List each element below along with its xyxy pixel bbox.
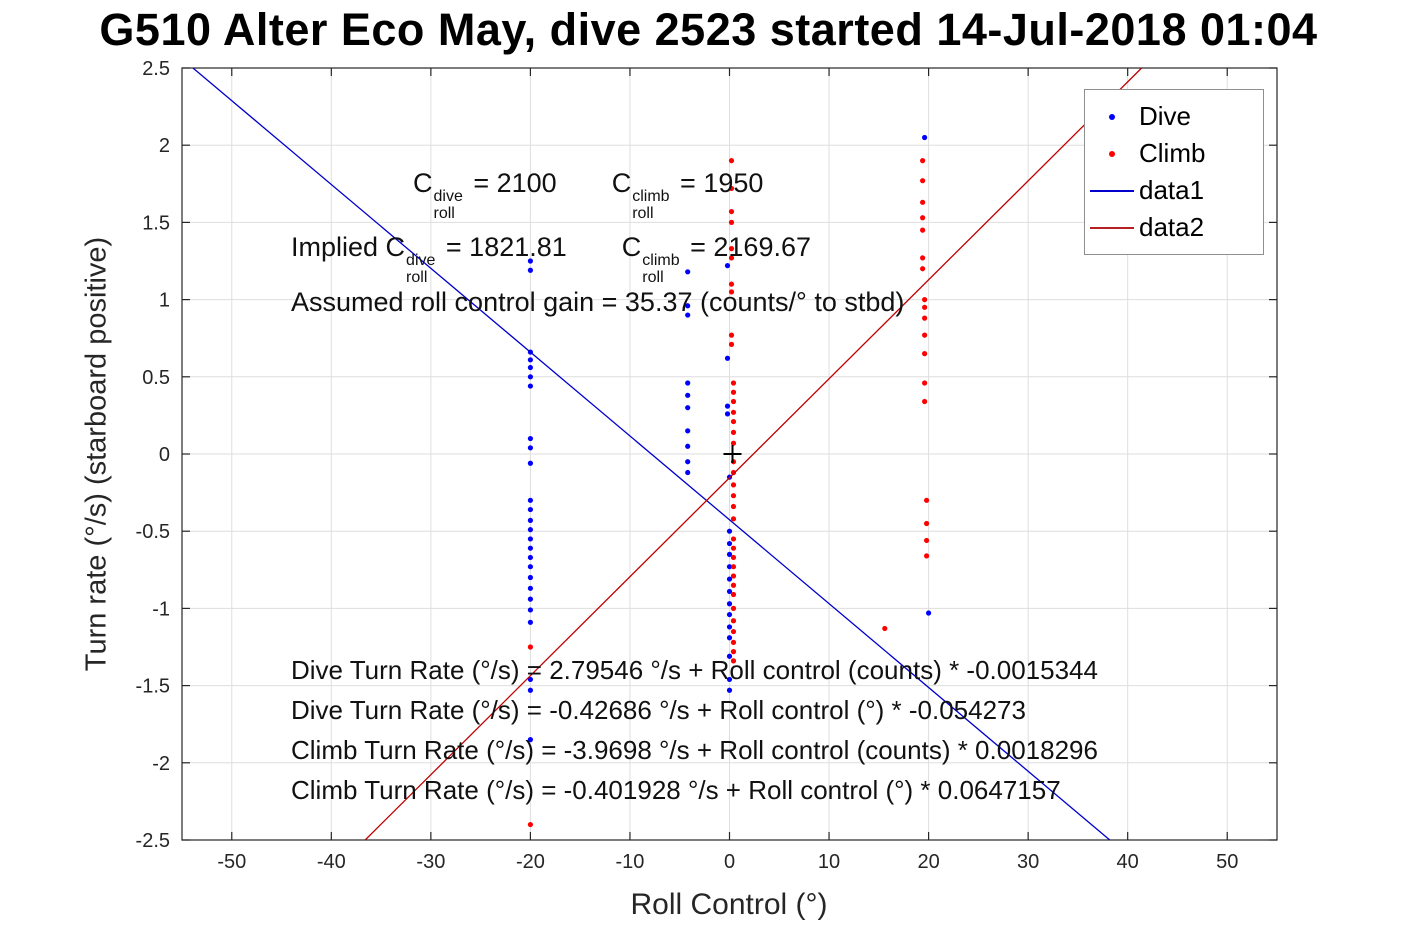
data2-marker-cell	[1085, 226, 1139, 229]
x-axis-label: Roll Control (°)	[630, 888, 828, 921]
c-dive-value: = 2100	[465, 168, 557, 198]
plot-title: G510 Alter Eco May, dive 2523 started 14…	[99, 4, 1318, 55]
svg-text:30: 30	[1017, 851, 1039, 873]
fit-line-data1	[192, 67, 1111, 841]
legend-row-data2: data2	[1085, 209, 1263, 246]
svg-text:0.5: 0.5	[142, 367, 170, 389]
svg-text:1: 1	[159, 290, 170, 312]
legend[interactable]: Dive Climb data1 data2	[1084, 89, 1264, 255]
svg-text:20: 20	[917, 851, 939, 873]
c-symbol: C	[611, 168, 632, 198]
svg-text:-1.5: -1.5	[136, 676, 170, 698]
legend-label-dive: Dive	[1139, 101, 1192, 131]
svg-text:-0.5: -0.5	[136, 521, 170, 543]
tick-marks	[182, 67, 1277, 841]
climb-points	[527, 158, 930, 828]
svg-text:0: 0	[724, 851, 735, 873]
implied-climb-scripts: climb roll	[642, 251, 680, 287]
origin-plus-marker	[723, 445, 742, 463]
svg-text:-30: -30	[416, 851, 445, 873]
legend-row-climb: Climb	[1085, 135, 1263, 172]
legend-row-dive: Dive	[1085, 98, 1263, 135]
svg-text:1.5: 1.5	[142, 212, 170, 234]
svg-text:2: 2	[159, 135, 170, 157]
fit-equation-dive-degrees: Dive Turn Rate (°/s) = -0.42686 °/s + Ro…	[291, 695, 1026, 725]
climb-marker-cell	[1085, 150, 1139, 157]
sub-roll: roll	[433, 204, 455, 222]
c-climb-scripts: climb roll	[632, 187, 670, 223]
c-symbol: C	[413, 168, 433, 198]
sup-dive: dive	[406, 251, 436, 269]
sub-roll: roll	[406, 268, 428, 286]
c-dive-scripts: dive roll	[433, 187, 463, 223]
legend-row-data1: data1	[1085, 172, 1263, 209]
svg-text:-20: -20	[516, 851, 545, 873]
svg-text:2.5: 2.5	[142, 58, 170, 80]
data2-line-icon	[1090, 226, 1134, 229]
sup-climb: climb	[632, 187, 670, 205]
legend-label-data1: data1	[1139, 175, 1205, 205]
data1-line-icon	[1090, 189, 1134, 192]
c-symbol: C	[621, 232, 642, 262]
sup-dive: dive	[433, 187, 463, 205]
gain-annotation: Assumed roll control gain = 35.37 (count…	[291, 287, 905, 317]
y-tick-labels: -2.5 -2 -1.5 -1 -0.5 0 0.5 1 1.5 2 2.5	[136, 58, 170, 852]
fit-equation-climb-degrees: Climb Turn Rate (°/s) = -0.401928 °/s + …	[291, 775, 1061, 805]
svg-text:-50: -50	[217, 851, 246, 873]
c-climb-value: = 1950	[672, 168, 764, 198]
sub-roll: roll	[642, 268, 664, 286]
svg-text:-40: -40	[317, 851, 346, 873]
climb-dot-icon	[1109, 150, 1115, 157]
svg-text:-2.5: -2.5	[136, 830, 170, 852]
dive-marker-cell	[1085, 113, 1139, 120]
sub-roll: roll	[632, 204, 654, 222]
svg-text:10: 10	[818, 851, 840, 873]
c-symbol: C	[385, 232, 406, 262]
fit-equation-dive-counts: Dive Turn Rate (°/s) = 2.79546 °/s + Rol…	[291, 655, 1098, 685]
svg-text:-10: -10	[616, 851, 645, 873]
implied-climb-value: = 2169.67	[682, 232, 811, 262]
y-axis-label: Turn rate (°/s) (starboard positive)	[80, 236, 113, 672]
data1-marker-cell	[1085, 189, 1139, 192]
svg-text:-1: -1	[152, 598, 170, 620]
svg-text:0: 0	[159, 444, 170, 466]
sup-climb: climb	[642, 251, 680, 269]
svg-text:50: 50	[1216, 851, 1238, 873]
dive-dot-icon	[1109, 113, 1115, 120]
implied-prefix: Implied	[291, 232, 386, 262]
fit-equation-climb-counts: Climb Turn Rate (°/s) = -3.9698 °/s + Ro…	[291, 735, 1098, 765]
fit-equations-annotation: Dive Turn Rate (°/s) = 2.79546 °/s + Rol…	[291, 650, 1277, 810]
x-tick-labels: -50 -40 -30 -20 -10 0 10 20 30 40 50	[217, 851, 1238, 873]
fit-line-data2	[364, 67, 1143, 841]
svg-text:40: 40	[1117, 851, 1139, 873]
legend-label-climb: Climb	[1139, 138, 1206, 168]
implied-dive-value: = 1821.81	[438, 232, 567, 262]
svg-text:-2: -2	[152, 753, 170, 775]
legend-label-data2: data2	[1139, 212, 1205, 242]
implied-dive-scripts: dive roll	[406, 251, 436, 287]
dive-points	[527, 134, 932, 743]
